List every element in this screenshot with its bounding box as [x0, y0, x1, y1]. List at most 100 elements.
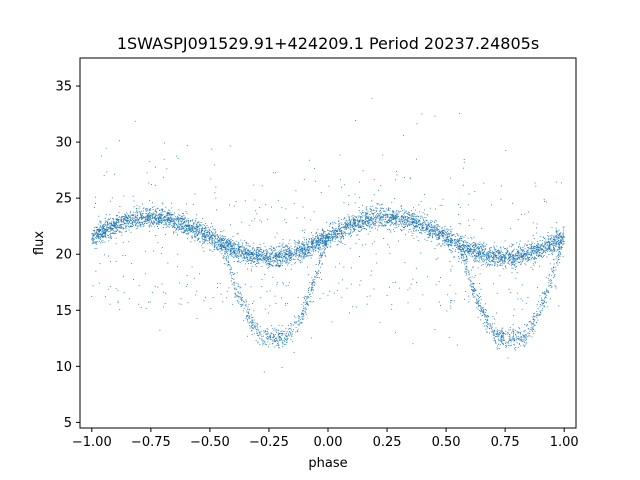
- data-point: [171, 216, 173, 218]
- data-point: [489, 249, 491, 251]
- data-point: [143, 216, 145, 217]
- data-point: [238, 249, 240, 250]
- data-point: [301, 248, 303, 250]
- data-point: [168, 209, 170, 211]
- data-point: [230, 250, 232, 252]
- data-point: [562, 227, 564, 229]
- data-point: [304, 244, 306, 246]
- data-point: [100, 222, 102, 224]
- data-point: [313, 239, 315, 241]
- data-point: [111, 228, 113, 230]
- data-point: [214, 246, 216, 247]
- data-point: [367, 215, 369, 217]
- data-point: [209, 238, 210, 240]
- data-point: [193, 236, 195, 238]
- data-point: [121, 216, 123, 218]
- data-point: [537, 250, 539, 252]
- data-point: [380, 204, 382, 206]
- data-point: [194, 227, 196, 229]
- data-point: [269, 252, 271, 254]
- data-point: [115, 230, 117, 232]
- data-point: [306, 243, 308, 245]
- data-point: [92, 235, 94, 237]
- data-point: [181, 221, 183, 223]
- data-point: [337, 234, 338, 236]
- data-point: [358, 209, 360, 211]
- data-point: [190, 229, 192, 231]
- data-point: [170, 216, 171, 218]
- data-point: [277, 251, 279, 253]
- data-point: [438, 237, 440, 239]
- data-point: [340, 234, 342, 236]
- data-point: [470, 247, 472, 249]
- data-point: [322, 237, 324, 239]
- data-point: [541, 245, 543, 247]
- data-point: [429, 221, 431, 223]
- data-point: [385, 219, 386, 220]
- data-point: [136, 207, 138, 209]
- data-point: [211, 237, 213, 239]
- data-point: [413, 215, 415, 217]
- data-point: [344, 226, 345, 228]
- data-point: [286, 250, 288, 252]
- data-point: [385, 217, 387, 219]
- data-point: [481, 250, 483, 252]
- data-point: [467, 245, 469, 247]
- data-point: [465, 255, 467, 257]
- data-point: [413, 225, 414, 226]
- data-point: [371, 220, 373, 222]
- data-point: [196, 235, 198, 237]
- data-point: [383, 210, 385, 212]
- data-point: [337, 237, 339, 239]
- data-point: [544, 249, 546, 251]
- data-point: [504, 261, 506, 263]
- data-point: [147, 220, 149, 222]
- data-point: [183, 231, 185, 233]
- data-point: [169, 217, 171, 219]
- data-point: [355, 220, 357, 222]
- data-point: [181, 222, 183, 224]
- data-point: [226, 241, 228, 243]
- data-point: [511, 251, 513, 253]
- data-point: [206, 233, 208, 235]
- data-point: [458, 256, 460, 257]
- data-point: [450, 240, 452, 242]
- data-point: [279, 249, 281, 251]
- data-point: [227, 244, 229, 245]
- data-point: [407, 224, 409, 226]
- data-point: [488, 259, 490, 261]
- data-point: [517, 251, 519, 253]
- data-point: [236, 244, 238, 246]
- data-point: [449, 237, 451, 239]
- data-point: [417, 226, 419, 228]
- data-point: [508, 261, 509, 263]
- data-point: [285, 252, 287, 254]
- data-point: [172, 225, 174, 227]
- data-point: [315, 240, 317, 242]
- data-point: [187, 222, 189, 224]
- data-point: [267, 267, 269, 269]
- data-point: [174, 227, 176, 229]
- data-point: [257, 261, 259, 263]
- data-point: [389, 217, 391, 219]
- data-point: [130, 223, 132, 225]
- data-point: [480, 247, 482, 249]
- data-point: [558, 250, 560, 252]
- data-point: [219, 239, 221, 241]
- data-point: [230, 254, 232, 256]
- data-point: [311, 245, 313, 246]
- data-point: [262, 251, 264, 253]
- data-point: [448, 246, 450, 248]
- data-point: [376, 222, 378, 223]
- data-point: [348, 225, 350, 227]
- data-point: [354, 224, 356, 226]
- data-point: [116, 219, 118, 221]
- data-point: [323, 237, 325, 239]
- data-point: [274, 253, 276, 255]
- data-point: [544, 247, 546, 249]
- data-point: [142, 212, 144, 214]
- data-point: [344, 226, 346, 227]
- data-point: [345, 226, 347, 228]
- data-point: [394, 218, 396, 220]
- data-point: [556, 245, 558, 247]
